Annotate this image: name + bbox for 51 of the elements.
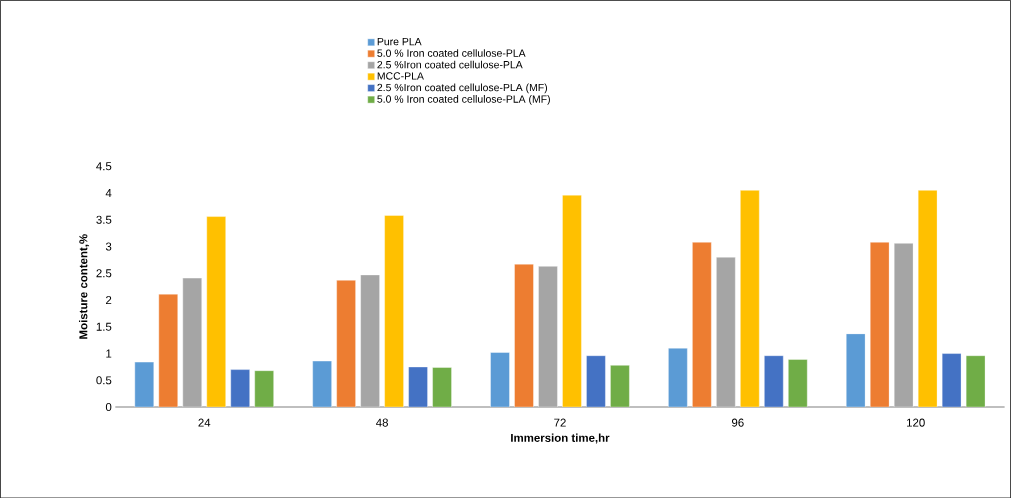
bar [668, 347, 688, 407]
bar [870, 241, 890, 407]
bar [562, 194, 582, 407]
y-tick-label: 3.5 [96, 215, 112, 224]
bar [182, 277, 202, 407]
bar [206, 216, 226, 407]
bar [692, 241, 712, 407]
y-tick-label: 3 [105, 242, 112, 251]
x-axis-title: Immersion time,hr [511, 433, 610, 444]
bar [312, 360, 332, 407]
y-tick-label: 0.5 [96, 376, 112, 385]
bar [740, 189, 760, 407]
x-tick-label: 24 [198, 418, 211, 427]
y-tick-label: 2.5 [96, 269, 112, 278]
bar [764, 355, 784, 407]
legend-label: 2.5 %Iron coated cellulose-PLA [377, 60, 523, 69]
bar [538, 265, 558, 407]
bar [586, 355, 606, 407]
y-axis-title: Moisture content,% [78, 234, 90, 339]
y-tick-label: 1 [106, 349, 112, 358]
bar [432, 367, 452, 407]
legend-label: Pure PLA [377, 37, 422, 46]
y-tick-label: 4.5 [96, 162, 112, 171]
legend-label: 5.0 % Iron coated cellulose-PLA [377, 48, 526, 57]
y-tick-label: 4 [105, 188, 112, 197]
bar [716, 256, 736, 407]
x-tick-label: 48 [376, 418, 388, 427]
y-tick-label: 2 [106, 295, 112, 304]
bar [894, 242, 914, 407]
legend-label: MCC-PLA [377, 72, 424, 80]
bar [336, 279, 356, 407]
bar [360, 274, 380, 407]
x-tick-label: 120 [907, 418, 925, 427]
bar [230, 369, 250, 407]
bar [788, 359, 808, 407]
bar [917, 189, 938, 407]
bar [254, 370, 274, 407]
bar [846, 333, 866, 407]
legend-label: 2.5 %Iron coated cellulose-PLA (MF) [377, 83, 548, 94]
bar [408, 366, 428, 407]
x-tick-label: 72 [554, 418, 566, 427]
legend-label: 5.0 % Iron coated cellulose-PLA (MF) [377, 94, 550, 105]
bar [490, 352, 510, 407]
bar [384, 215, 404, 407]
x-tick-label: 96 [731, 418, 744, 427]
bar [610, 364, 630, 407]
bar [158, 293, 178, 407]
y-tick-label: 0 [105, 402, 112, 411]
bar [134, 361, 154, 407]
bar [514, 263, 534, 407]
y-tick-label: 1.5 [96, 322, 112, 331]
